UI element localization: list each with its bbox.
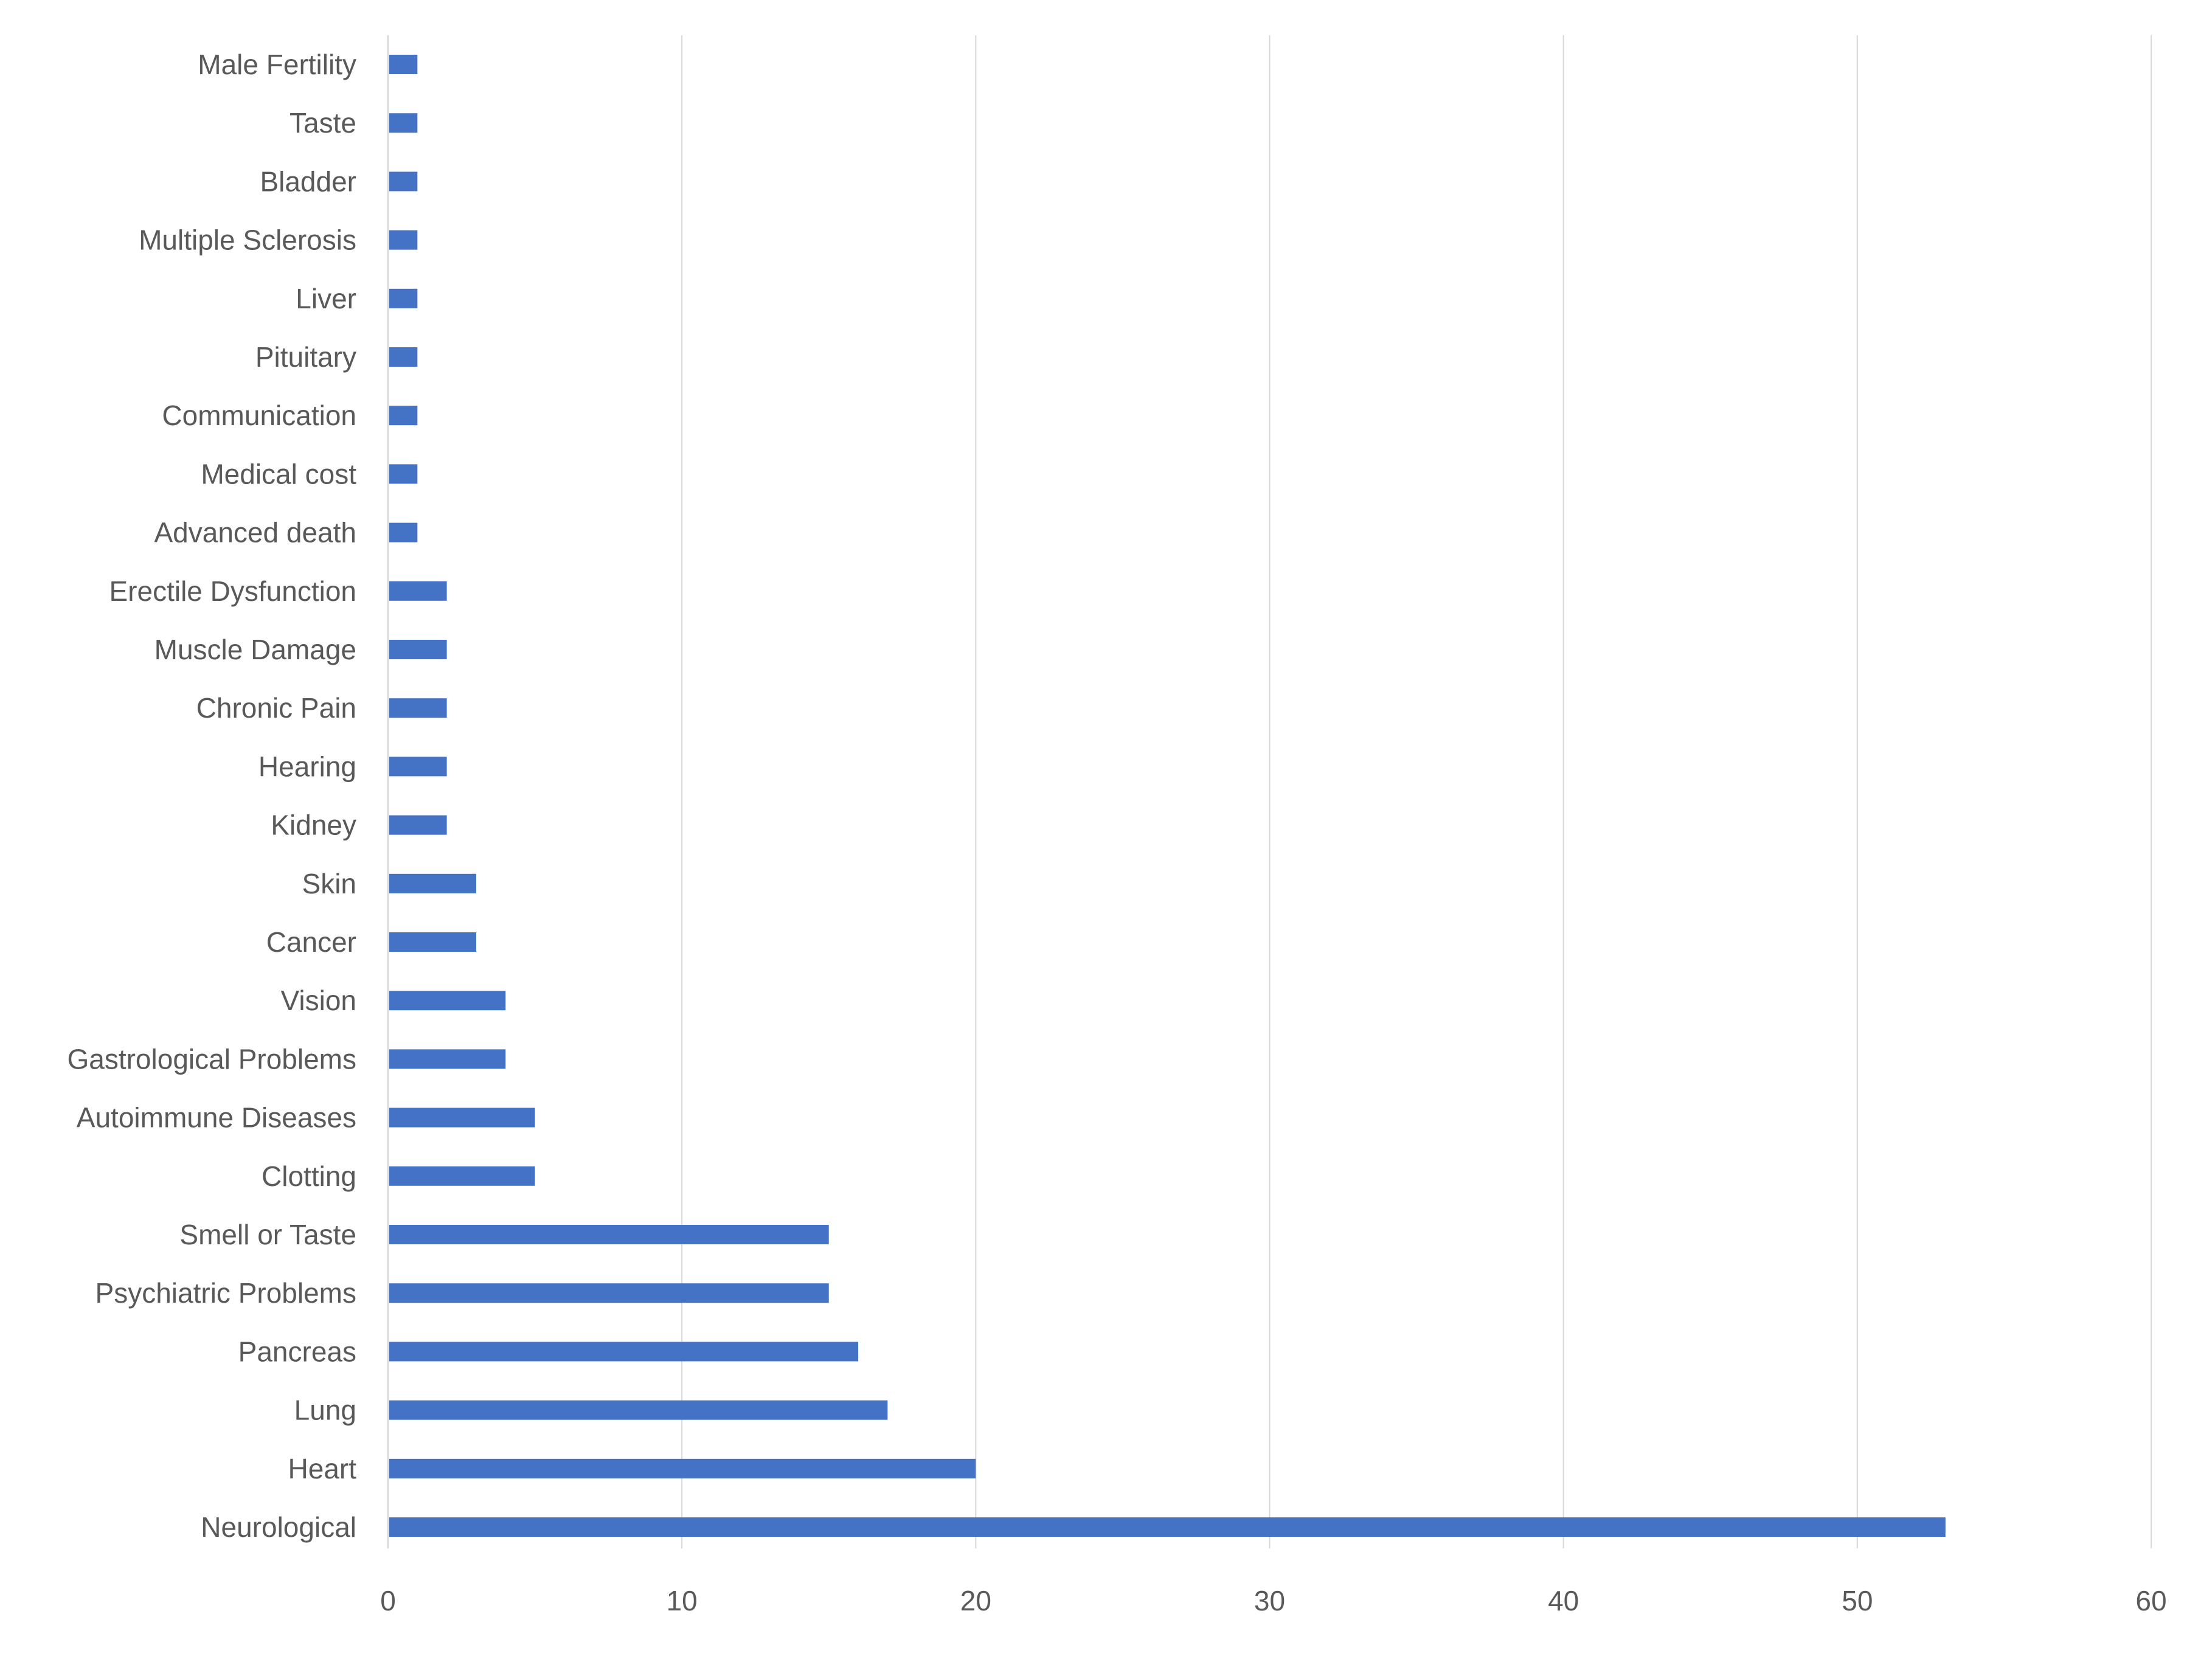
grid-layer [387, 35, 2152, 1548]
category-label: Gastrological Problems [67, 1043, 356, 1075]
category-label: Communication [162, 400, 356, 431]
x-tick-label: 10 [667, 1585, 698, 1617]
category-label: Chronic Pain [196, 692, 356, 724]
bar [389, 1166, 535, 1186]
category-label: Advanced death [154, 517, 357, 549]
bar [389, 288, 418, 308]
x-tick-label: 50 [1842, 1585, 1873, 1617]
bar [389, 347, 418, 367]
bar [389, 230, 418, 250]
category-label: Smell or Taste [179, 1219, 356, 1250]
bar [389, 406, 418, 426]
category-labels: Male Fertility Taste Bladder Multiple Scler… [67, 49, 356, 1543]
category-label: Male Fertility [198, 49, 356, 80]
bar [389, 1107, 535, 1128]
category-label: Kidney [271, 809, 356, 841]
bar [389, 464, 418, 484]
bar [389, 873, 476, 893]
bar [389, 1342, 859, 1362]
bar [389, 172, 418, 192]
category-label: Heart [288, 1453, 357, 1485]
x-tick-label: 60 [2135, 1585, 2166, 1617]
x-tick-labels: 0 10 20 30 40 50 60 [380, 1585, 2166, 1617]
bar [389, 640, 447, 659]
bar [389, 1517, 1946, 1537]
x-tick-label: 30 [1254, 1585, 1285, 1617]
bar [389, 698, 447, 718]
bar [389, 991, 506, 1011]
category-label: Liver [296, 283, 356, 314]
x-tick-label: 40 [1548, 1585, 1579, 1617]
category-label: Lung [294, 1395, 356, 1426]
bar [389, 1225, 829, 1244]
category-label: Clotting [262, 1160, 356, 1192]
x-tick-label: 20 [960, 1585, 991, 1617]
bar [389, 815, 447, 835]
bar [389, 757, 447, 777]
category-label: Bladder [260, 165, 356, 197]
category-label: Erectile Dysfunction [109, 575, 357, 607]
bar [389, 1283, 829, 1303]
bar [389, 581, 447, 601]
x-tick-label: 0 [380, 1585, 396, 1617]
bar [389, 1458, 976, 1478]
bars-layer [389, 55, 1946, 1537]
category-label: Pituitary [255, 341, 356, 373]
category-label: Pancreas [238, 1336, 356, 1367]
category-label: Hearing [258, 750, 356, 782]
category-label: Autoimmune Diseases [77, 1102, 356, 1134]
bar [389, 522, 418, 542]
bar [389, 1400, 888, 1420]
category-label: Taste [290, 107, 356, 139]
category-label: Neurological [201, 1511, 356, 1543]
category-label: Psychiatric Problems [95, 1277, 356, 1309]
bar [389, 1049, 506, 1069]
category-label: Multiple Sclerosis [139, 224, 356, 256]
category-label: Medical cost [201, 458, 356, 490]
bar [389, 113, 418, 133]
category-label: Vision [281, 985, 356, 1016]
category-label: Muscle Damage [154, 634, 356, 665]
category-label: Skin [302, 868, 356, 899]
bar [389, 55, 418, 74]
bar [389, 932, 476, 952]
category-label: Cancer [266, 926, 356, 958]
